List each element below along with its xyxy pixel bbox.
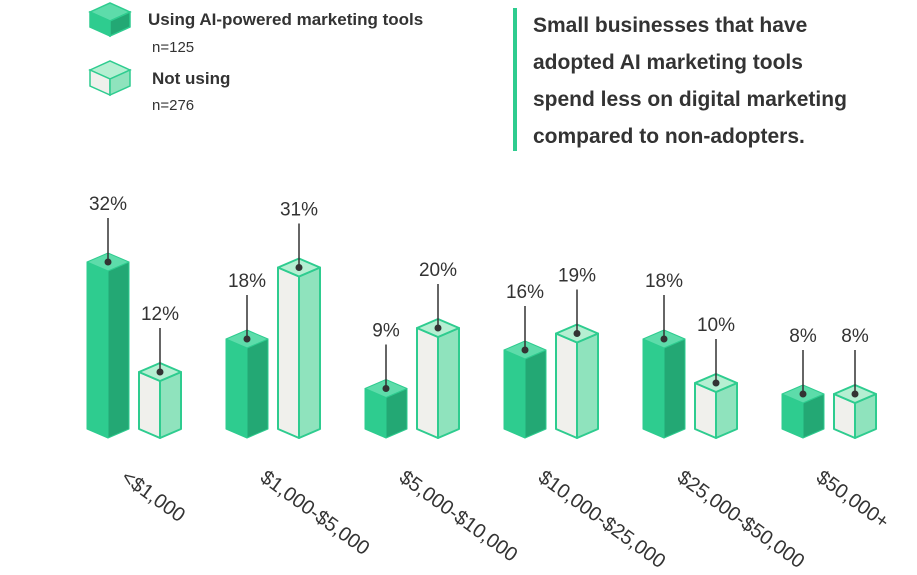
category-labels: <$1,000 $1,000-$5,000 $5,000-$10,000 $10,00…	[117, 466, 893, 573]
legend-n-adopters: n=125	[152, 39, 194, 56]
solid-cube-icon	[88, 2, 132, 38]
headline-line-4: compared to non-adopters.	[533, 125, 805, 148]
legend-item-nonadopters: Not using n=276	[88, 60, 230, 114]
category-label: $50,000+	[812, 466, 893, 533]
bar-adopters-1: 18%	[225, 271, 269, 439]
category-label: <$1,000	[117, 466, 189, 527]
bar-nonadopters-4: 10%	[694, 315, 738, 439]
bar-adopters-3: 16%	[503, 282, 547, 439]
bar-adopters-5: 8%	[781, 326, 825, 439]
category-label: $10,000-$25,000	[534, 466, 669, 573]
value-dot	[243, 335, 251, 343]
value-label: 18%	[228, 271, 266, 292]
value-dot	[521, 346, 529, 354]
value-dot	[660, 335, 668, 343]
bar-side-face	[159, 371, 182, 439]
legend-item-adopters: Using AI-powered marketing tools n=125	[88, 2, 423, 56]
value-label: 19%	[558, 266, 596, 287]
legend-n-nonadopters: n=276	[152, 97, 194, 114]
value-dot	[799, 390, 807, 398]
bar-front-face	[138, 371, 161, 439]
value-label: 18%	[645, 271, 683, 292]
bar-side-face	[576, 332, 599, 439]
value-label: 10%	[697, 315, 735, 336]
bar-front-face	[86, 261, 109, 439]
category-label: $5,000-$10,000	[395, 466, 521, 566]
value-label: 16%	[506, 282, 544, 303]
bar-side-face	[298, 266, 321, 439]
legend-label-nonadopters: Not using	[152, 69, 230, 88]
headline-line-1: Small businesses that have	[533, 14, 807, 37]
bar-side-face	[107, 261, 130, 439]
bar-nonadopters-5: 8%	[833, 326, 877, 439]
value-label: 8%	[841, 326, 869, 347]
bar-side-face	[663, 338, 686, 439]
bar-adopters-4: 18%	[642, 271, 686, 439]
bar-adopters-0: 32%	[86, 194, 130, 439]
value-dot	[712, 379, 720, 387]
value-label: 8%	[789, 326, 817, 347]
headline-line-3: spend less on digital marketing	[533, 88, 847, 111]
category-label: $1,000-$5,000	[256, 466, 373, 560]
bar-side-face	[437, 327, 460, 439]
legend-label-adopters: Using AI-powered marketing tools	[148, 10, 423, 29]
bar-front-face	[642, 338, 665, 439]
value-label: 31%	[280, 200, 318, 221]
bar-side-face	[246, 338, 269, 439]
value-dot	[573, 330, 581, 337]
bar-front-face	[416, 327, 439, 439]
bar-front-face	[503, 349, 526, 439]
bar-adopters-2: 9%	[364, 321, 408, 439]
outline-cube-icon	[88, 60, 132, 97]
value-dot	[156, 368, 164, 376]
headline-block: Small businesses that have adopted AI ma…	[513, 8, 847, 151]
value-dot	[382, 385, 390, 392]
bar-nonadopters-0: 12%	[138, 304, 182, 439]
value-label: 20%	[419, 260, 457, 281]
bar-front-face	[555, 332, 578, 439]
bar-nonadopters-3: 19%	[555, 266, 599, 439]
bar-side-face	[524, 349, 547, 439]
headline-accent-bar	[513, 8, 517, 151]
value-dot	[295, 264, 303, 271]
bar-nonadopters-2: 20%	[416, 260, 460, 439]
value-dot	[434, 324, 442, 332]
value-label: 12%	[141, 304, 179, 325]
category-label: $25,000-$50,000	[673, 466, 808, 573]
bar-nonadopters-1: 31%	[277, 200, 321, 439]
value-label: 9%	[372, 321, 400, 342]
headline-line-2: adopted AI marketing tools	[533, 51, 803, 74]
value-dot	[851, 390, 859, 398]
legend: Using AI-powered marketing tools n=125 N…	[88, 2, 423, 114]
value-label: 32%	[89, 194, 127, 215]
bars-layer: 32% 18% 9% 16% 18% 8% 12% 31% 20% 19% 10% 8%	[86, 194, 877, 439]
bar-front-face	[277, 266, 300, 439]
value-dot	[104, 258, 112, 266]
bar-front-face	[225, 338, 248, 439]
